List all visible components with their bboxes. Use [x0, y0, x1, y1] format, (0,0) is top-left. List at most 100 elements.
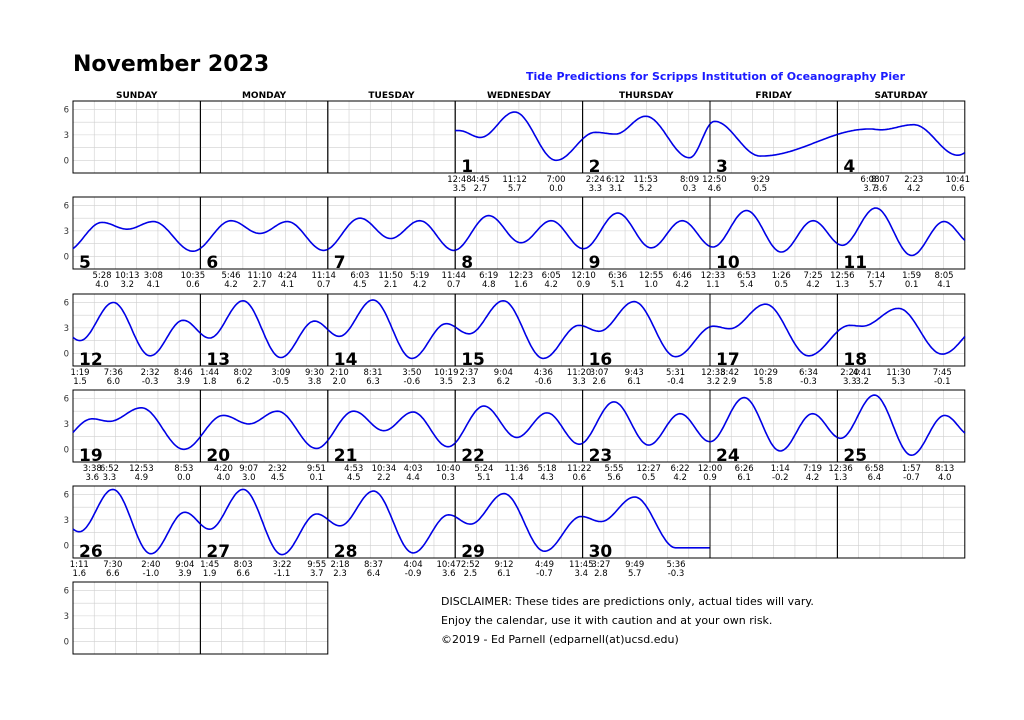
tide-time-label: 2:24 — [586, 175, 605, 185]
tide-height-label: 6.0 — [107, 377, 121, 387]
tide-height-label: 0.6 — [572, 473, 586, 483]
tide-time-label: 6:34 — [799, 368, 818, 378]
calendar-week-row: 630 261:111.67:306.62:40-1.09:043.9271:45… — [64, 485, 966, 579]
tide-height-label: 3.7 — [863, 184, 877, 194]
day-cell — [72, 581, 201, 655]
tide-height-label: 1.6 — [73, 569, 87, 579]
tide-time-label: 5:28 — [92, 271, 111, 281]
tide-time-label: 6:05 — [542, 271, 561, 281]
tide-height-label: -0.6 — [535, 377, 552, 387]
calendar-week-row: 630 55:284.010:133.23:084.110:350.665:464… — [64, 196, 966, 290]
tide-height-label: 6.3 — [366, 377, 380, 387]
tide-height-label: 3.9 — [176, 377, 190, 387]
weekday-header: THURSDAY — [619, 91, 674, 101]
tide-time-label: 11:44 — [442, 271, 467, 281]
tide-time-label: 8:37 — [364, 560, 383, 570]
tide-height-label: 1.6 — [514, 280, 528, 290]
day-number: 2 — [589, 157, 601, 177]
tide-time-label: 6:12 — [606, 175, 625, 185]
tide-height-label: 3.3 — [572, 377, 586, 387]
tide-height-label: 2.0 — [333, 377, 347, 387]
tide-height-label: -0.5 — [273, 377, 290, 387]
tide-height-label: 4.2 — [224, 280, 238, 290]
tide-height-label: 3.6 — [874, 184, 888, 194]
day-cell-border — [199, 581, 329, 655]
tide-height-label: 0.6 — [951, 184, 965, 194]
y-tick-label: 0 — [64, 349, 69, 359]
day-number: 30 — [589, 542, 613, 562]
tide-height-label: 1.0 — [644, 280, 658, 290]
y-tick-label: 0 — [64, 156, 69, 166]
tide-time-label: 2:20 — [840, 368, 859, 378]
tide-height-label: 3.3 — [589, 184, 603, 194]
tide-height-label: 3.6 — [442, 569, 456, 579]
day-number: 24 — [716, 446, 740, 466]
day-cell: 261:111.6 7:306.6 2:40-1.0 9:043.9 — [70, 485, 201, 579]
tide-height-label: 4.0 — [95, 280, 109, 290]
y-tick-label: 3 — [64, 420, 69, 430]
tide-time-label: 7:25 — [804, 271, 823, 281]
tide-height-label: 1.5 — [73, 377, 87, 387]
tide-time-label: 3:38 — [83, 464, 102, 474]
tide-time-label: 8:07 — [871, 175, 890, 185]
tide-time-label: 11:20 — [567, 368, 592, 378]
tide-time-label: 1:44 — [200, 368, 219, 378]
y-tick-label: 6 — [64, 394, 69, 404]
tide-height-label: 3.2 — [707, 377, 721, 387]
tide-height-label: 4.2 — [675, 280, 689, 290]
tide-height-label: 2.7 — [253, 280, 267, 290]
tide-curve — [582, 401, 711, 446]
y-tick-label: 0 — [64, 541, 69, 551]
tide-height-label: 1.3 — [834, 473, 848, 483]
tide-time-label: 7:14 — [866, 271, 885, 281]
tide-height-label: 3.5 — [453, 184, 467, 194]
tide-time-label: 2:32 — [268, 464, 287, 474]
tide-time-label: 10:34 — [372, 464, 397, 474]
tide-height-label: 5.1 — [477, 473, 491, 483]
tide-height-label: 3.8 — [308, 377, 322, 387]
y-tick-label: 0 — [64, 445, 69, 455]
tide-time-label: 11:50 — [378, 271, 403, 281]
tide-time-label: 12:55 — [639, 271, 664, 281]
tide-height-label: 4.2 — [907, 184, 921, 194]
tide-height-label: -0.3 — [800, 377, 817, 387]
tide-time-label: 8:53 — [174, 464, 193, 474]
day-number: 12 — [79, 350, 103, 370]
tide-height-label: 5.6 — [607, 473, 621, 483]
tide-time-label: 12:38 — [701, 368, 726, 378]
tide-time-label: 9:12 — [494, 560, 513, 570]
day-cell — [709, 485, 838, 559]
tide-time-label: 6:52 — [100, 464, 119, 474]
tide-height-label: 5.1 — [611, 280, 625, 290]
day-cell: 292:522.5 9:126.1 4:49-0.7 11:453.4 — [454, 485, 594, 579]
tide-height-label: 4.6 — [708, 184, 722, 194]
tide-time-label: 2:18 — [330, 560, 349, 570]
day-cell-border — [836, 100, 966, 174]
tide-time-label: 9:07 — [239, 464, 258, 474]
tide-height-label: 0.1 — [310, 473, 324, 483]
tide-time-label: 10:35 — [181, 271, 206, 281]
tide-time-label: 12:36 — [828, 464, 853, 474]
tide-time-label: 5:18 — [537, 464, 556, 474]
day-number: 20 — [206, 446, 230, 466]
tide-height-label: 0.6 — [186, 280, 200, 290]
tide-height-label: 0.9 — [703, 473, 717, 483]
day-number: 9 — [589, 253, 601, 273]
day-number: 8 — [461, 253, 473, 273]
tide-height-label: 4.5 — [271, 473, 285, 483]
day-cell: 142:102.0 8:316.3 3:50-0.6 10:193.5 — [327, 293, 459, 387]
tide-curve — [582, 496, 710, 549]
day-number: 18 — [843, 350, 867, 370]
tide-height-label: 4.1 — [281, 280, 295, 290]
tide-time-label: 6:36 — [608, 271, 627, 281]
day-cell: 8 6:194.8 12:231.6 6:054.2 — [454, 196, 584, 290]
tide-height-label: 0.3 — [683, 184, 697, 194]
tide-time-label: 12:53 — [129, 464, 154, 474]
tide-height-label: -0.6 — [404, 377, 421, 387]
tide-time-label: 3:08 — [144, 271, 163, 281]
calendar-week-row: 630 112:483.54:452.711:125.77:000.022:243… — [64, 100, 970, 194]
day-cell: 282:182.3 8:376.4 4:04-0.9 10:473.6 — [327, 485, 461, 579]
tide-curve — [836, 307, 966, 355]
tide-height-label: 3.2 — [855, 377, 869, 387]
